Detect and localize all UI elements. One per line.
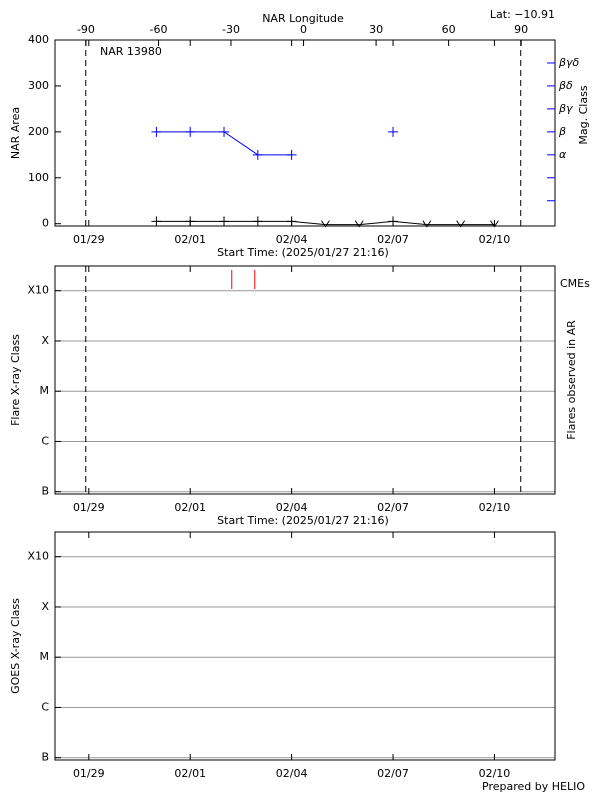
y-axis-label: GOES X-ray Class	[9, 598, 22, 694]
x2-tick-label: -30	[222, 23, 240, 36]
plot-frame	[54, 39, 556, 227]
chart-title: NAR 13980	[100, 45, 162, 58]
y2-tick-label: β	[558, 125, 566, 138]
y-tick-label: 400	[28, 33, 49, 46]
y-tick-label: X	[41, 334, 49, 347]
x-tick-label: 01/29	[73, 767, 105, 780]
y2-tick-label: βγδ	[558, 56, 580, 69]
y-tick-label: 300	[28, 79, 49, 92]
x-tick-label: 02/07	[377, 233, 409, 246]
y-tick-label: C	[41, 434, 49, 447]
y2-axis-label: Mag. Class	[577, 85, 590, 144]
x-tick-label: 02/10	[479, 767, 511, 780]
y2-axis-label: Flares observed in AR	[565, 320, 578, 440]
data-marker	[422, 220, 432, 228]
x-tick-label: 02/01	[174, 501, 206, 514]
x-tick-label: 02/01	[174, 767, 206, 780]
x-tick-label: 02/04	[276, 501, 308, 514]
y-tick-label: C	[41, 700, 49, 713]
data-marker	[219, 216, 230, 227]
x-tick-label: 01/29	[73, 501, 105, 514]
y-tick-label: X10	[27, 284, 49, 297]
plot-frame	[54, 531, 556, 761]
y-tick-label: B	[41, 751, 49, 764]
x2-tick-label: 30	[369, 23, 383, 36]
x-tick-label: 02/10	[479, 233, 511, 246]
data-marker	[151, 216, 162, 227]
x-tick-label: 02/04	[276, 233, 308, 246]
data-marker	[456, 220, 466, 228]
x-tick-label: 01/29	[73, 233, 105, 246]
footer: Prepared by HELIO	[482, 780, 585, 793]
y2-tick-label: βγ	[558, 102, 573, 115]
x2-tick-label: 0	[300, 23, 307, 36]
plot-frame	[54, 265, 556, 495]
data-marker	[185, 216, 196, 227]
data-marker	[252, 149, 263, 160]
y-tick-label: 0	[42, 217, 49, 230]
x-tick-label: 02/04	[276, 767, 308, 780]
y-tick-label: 200	[28, 125, 49, 138]
data-marker	[151, 126, 162, 137]
latitude: Lat: −10.91	[490, 8, 555, 21]
data-marker	[321, 220, 330, 228]
y-axis-label: NAR Area	[9, 107, 22, 159]
y-tick-label: 100	[28, 171, 49, 184]
y-tick-label: X10	[27, 550, 49, 563]
x-axis-label: Start Time: (2025/01/27 21:16)	[217, 514, 389, 527]
x2-tick-label: 90	[514, 23, 528, 36]
y2-tick-label: βδ	[558, 79, 573, 92]
data-marker	[286, 216, 297, 227]
y-tick-label: M	[40, 384, 50, 397]
data-marker	[388, 216, 399, 227]
x-tick-label: 02/07	[377, 767, 409, 780]
data-marker	[490, 220, 499, 228]
x2-axis-label: NAR Longitude	[262, 12, 344, 25]
x2-tick-label: -60	[149, 23, 167, 36]
data-marker	[185, 126, 196, 137]
y-tick-label: M	[40, 650, 50, 663]
data-marker	[219, 126, 230, 137]
x-tick-label: 02/10	[479, 501, 511, 514]
data-marker	[286, 149, 297, 160]
x-tick-label: 02/01	[174, 233, 206, 246]
data-marker	[354, 220, 364, 228]
x-axis-label: Start Time: (2025/01/27 21:16)	[217, 246, 389, 259]
data-marker	[252, 216, 263, 227]
cme-label: CMEs	[560, 277, 590, 290]
data-marker	[388, 126, 399, 137]
y-tick-label: X	[41, 600, 49, 613]
x2-tick-label: 60	[442, 23, 456, 36]
x-tick-label: 02/07	[377, 501, 409, 514]
y-tick-label: B	[41, 485, 49, 498]
series-line	[156, 220, 495, 226]
y2-tick-label: α	[559, 148, 567, 161]
series-line	[156, 132, 393, 155]
y-axis-label: Flare X-ray Class	[9, 334, 22, 426]
x2-tick-label: -90	[77, 23, 95, 36]
